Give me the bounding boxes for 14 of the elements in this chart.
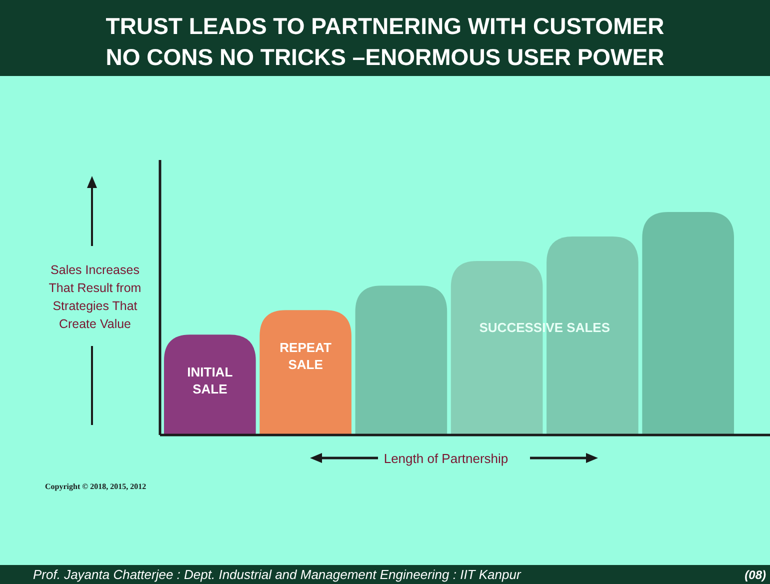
x-axis-title: Length of Partnership xyxy=(384,451,508,466)
text: Copyright © 2018, 2015, 2012 xyxy=(45,482,146,491)
x-tick-label: REPEAT SALE xyxy=(280,340,332,372)
bar xyxy=(260,310,352,435)
x-tick-label: INITIAL SALE xyxy=(187,364,233,397)
y-axis-title: Sales Increases That Result from Strategies That Create Value xyxy=(48,263,142,331)
bar xyxy=(164,334,256,435)
bar xyxy=(355,286,448,435)
text: Prof. Jayanta Chatterjee : Dept. Industrial and Management Engineering : IIT Kanpur xyxy=(33,567,522,582)
chart-subtitle: NO CONS NO TRICKS –ENORMOUS USER POWER xyxy=(106,44,665,70)
text: (08) xyxy=(744,568,766,582)
annotation: SUCCESSIVE SALES xyxy=(479,320,610,335)
chart-title: TRUST LEADS TO PARTNERING WITH CUSTOMER xyxy=(106,13,665,39)
bar xyxy=(642,212,734,435)
